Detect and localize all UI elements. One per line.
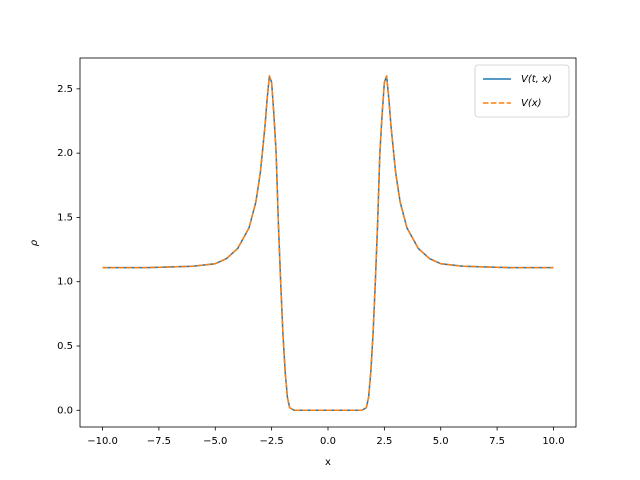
y-axis-label: ρ: [29, 239, 40, 246]
x-tick-label: −2.5: [259, 436, 283, 447]
plot-frame: [79, 57, 577, 428]
x-tick-label: 7.5: [489, 436, 505, 447]
legend-label: V(t, x): [521, 74, 552, 85]
y-tick-label: 0.5: [57, 341, 73, 352]
x-axis-label: x: [325, 457, 331, 468]
x-tick-label: 2.5: [376, 436, 392, 447]
data-line: [102, 75, 554, 412]
legend-box: [474, 64, 570, 118]
y-tick-label: 1.0: [57, 277, 73, 288]
x-tick-label: −7.5: [147, 436, 171, 447]
x-tick-label: 0.0: [320, 436, 336, 447]
y-tick-label: 2.0: [57, 148, 73, 159]
x-tick-label: 10.0: [542, 436, 564, 447]
x-tick-label: −10.0: [87, 436, 118, 447]
x-tick-label: 5.0: [433, 436, 449, 447]
y-tick-label: 0.0: [57, 405, 73, 416]
legend-label: V(x): [521, 98, 542, 109]
y-tick-label: 2.5: [57, 84, 73, 95]
x-tick-label: −5.0: [203, 436, 227, 447]
y-tick-label: 1.5: [57, 212, 73, 223]
